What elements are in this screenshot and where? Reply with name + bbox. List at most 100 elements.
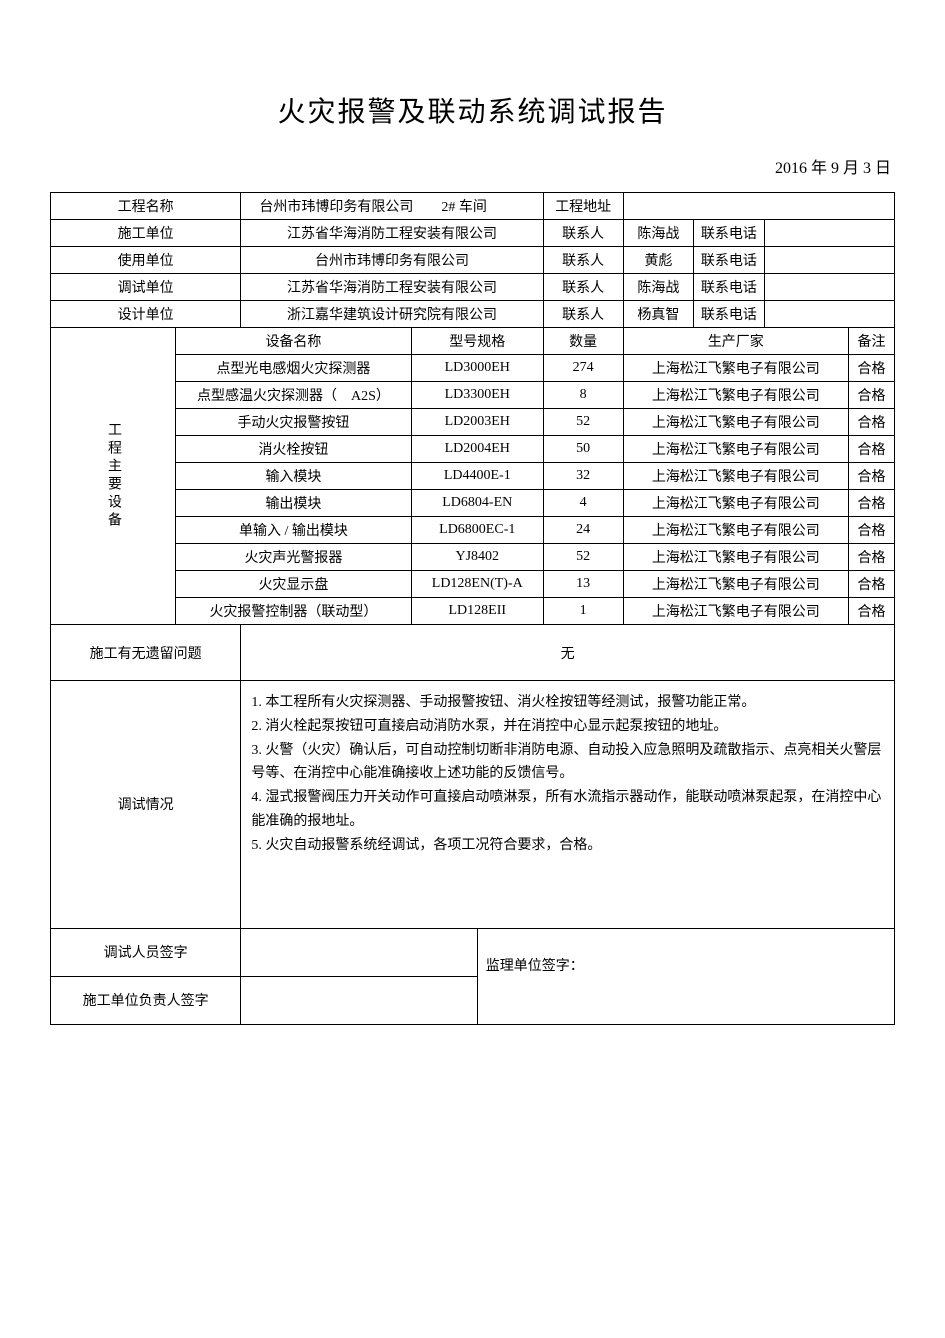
label-remaining: 施工有无遗留问题 <box>51 625 241 681</box>
device-model: LD3000EH <box>411 355 543 382</box>
device-note: 合格 <box>849 517 895 544</box>
device-qty: 52 <box>543 409 623 436</box>
device-mfr: 上海松江飞繁电子有限公司 <box>623 598 848 625</box>
val-construction-contact: 陈海战 <box>623 220 694 247</box>
device-model: YJ8402 <box>411 544 543 571</box>
label-sign-supervisor: 监理单位签字： <box>477 928 894 1024</box>
device-mfr: 上海松江飞繁电子有限公司 <box>623 544 848 571</box>
label-situation: 调试情况 <box>51 681 241 929</box>
device-row: 火灾显示盘 LD128EN(T)-A 13 上海松江飞繁电子有限公司 合格 <box>51 571 895 598</box>
device-mfr: 上海松江飞繁电子有限公司 <box>623 355 848 382</box>
device-name: 点型感温火灾探测器（ A2S） <box>176 382 412 409</box>
device-note: 合格 <box>849 463 895 490</box>
device-row: 点型感温火灾探测器（ A2S） LD3300EH 8 上海松江飞繁电子有限公司 … <box>51 382 895 409</box>
label-phone: 联系电话 <box>694 274 765 301</box>
device-note: 合格 <box>849 382 895 409</box>
col-qty: 数量 <box>543 328 623 355</box>
device-note: 合格 <box>849 544 895 571</box>
col-note: 备注 <box>849 328 895 355</box>
val-construction-unit: 江苏省华海消防工程安装有限公司 <box>241 220 543 247</box>
device-name: 火灾声光警报器 <box>176 544 412 571</box>
device-row: 输出模块 LD6804-EN 4 上海松江飞繁电子有限公司 合格 <box>51 490 895 517</box>
device-mfr: 上海松江飞繁电子有限公司 <box>623 409 848 436</box>
device-note: 合格 <box>849 436 895 463</box>
label-phone: 联系电话 <box>694 301 765 328</box>
device-note: 合格 <box>849 598 895 625</box>
row-debug-unit: 调试单位 江苏省华海消防工程安装有限公司 联系人 陈海战 联系电话 <box>51 274 895 301</box>
label-use-unit: 使用单位 <box>51 247 241 274</box>
device-row: 输入模块 LD4400E-1 32 上海松江飞繁电子有限公司 合格 <box>51 463 895 490</box>
val-design-phone <box>764 301 894 328</box>
device-mfr: 上海松江飞繁电子有限公司 <box>623 571 848 598</box>
device-qty: 32 <box>543 463 623 490</box>
device-mfr: 上海松江飞繁电子有限公司 <box>623 517 848 544</box>
device-name: 输出模块 <box>176 490 412 517</box>
report-date: 2016 年 9 月 3 日 <box>50 154 895 178</box>
row-remaining: 施工有无遗留问题 无 <box>51 625 895 681</box>
device-note: 合格 <box>849 571 895 598</box>
device-qty: 24 <box>543 517 623 544</box>
device-qty: 1 <box>543 598 623 625</box>
device-qty: 4 <box>543 490 623 517</box>
device-name: 消火栓按钮 <box>176 436 412 463</box>
val-project-name: 台州市玮博印务有限公司 2# 车间 <box>241 193 543 220</box>
label-sign-construction: 施工单位负责人签字 <box>51 976 241 1024</box>
val-use-unit: 台州市玮博印务有限公司 <box>241 247 543 274</box>
label-design-unit: 设计单位 <box>51 301 241 328</box>
device-qty: 13 <box>543 571 623 598</box>
report-table: 工程名称 台州市玮博印务有限公司 2# 车间 工程地址 施工单位 江苏省华海消防… <box>50 192 895 1025</box>
val-use-contact: 黄彪 <box>623 247 694 274</box>
device-model: LD6804-EN <box>411 490 543 517</box>
val-use-phone <box>764 247 894 274</box>
label-debug-unit: 调试单位 <box>51 274 241 301</box>
val-sign-debugger <box>241 928 477 976</box>
val-debug-unit: 江苏省华海消防工程安装有限公司 <box>241 274 543 301</box>
row-situation: 调试情况 1. 本工程所有火灾探测器、手动报警按钮、消火栓按钮等经测试，报警功能… <box>51 681 895 929</box>
label-equip-section: 工程主要设备 <box>51 328 176 625</box>
device-name: 点型光电感烟火灾探测器 <box>176 355 412 382</box>
report-title: 火灾报警及联动系统调试报告 <box>50 90 895 130</box>
device-qty: 274 <box>543 355 623 382</box>
device-row: 点型光电感烟火灾探测器 LD3000EH 274 上海松江飞繁电子有限公司 合格 <box>51 355 895 382</box>
device-name: 火灾报警控制器（联动型） <box>176 598 412 625</box>
label-contact: 联系人 <box>543 220 623 247</box>
device-row: 火灾声光警报器 YJ8402 52 上海松江飞繁电子有限公司 合格 <box>51 544 895 571</box>
device-model: LD4400E-1 <box>411 463 543 490</box>
device-note: 合格 <box>849 490 895 517</box>
col-model: 型号规格 <box>411 328 543 355</box>
device-model: LD6800EC-1 <box>411 517 543 544</box>
label-contact: 联系人 <box>543 247 623 274</box>
row-device-header: 工程主要设备 设备名称 型号规格 数量 生产厂家 备注 <box>51 328 895 355</box>
device-note: 合格 <box>849 355 895 382</box>
device-model: LD128EN(T)-A <box>411 571 543 598</box>
val-debug-contact: 陈海战 <box>623 274 694 301</box>
device-row: 单输入 / 输出模块 LD6800EC-1 24 上海松江飞繁电子有限公司 合格 <box>51 517 895 544</box>
col-mfr: 生产厂家 <box>623 328 848 355</box>
label-project-name: 工程名称 <box>51 193 241 220</box>
row-design-unit: 设计单位 浙江嘉华建筑设计研究院有限公司 联系人 杨真智 联系电话 <box>51 301 895 328</box>
label-contact: 联系人 <box>543 274 623 301</box>
device-model: LD2004EH <box>411 436 543 463</box>
device-model: LD128EII <box>411 598 543 625</box>
val-sign-construction <box>241 976 477 1024</box>
val-design-contact: 杨真智 <box>623 301 694 328</box>
val-situation: 1. 本工程所有火灾探测器、手动报警按钮、消火栓按钮等经测试，报警功能正常。2.… <box>241 681 895 929</box>
val-debug-phone <box>764 274 894 301</box>
device-qty: 50 <box>543 436 623 463</box>
device-qty: 52 <box>543 544 623 571</box>
row-project: 工程名称 台州市玮博印务有限公司 2# 车间 工程地址 <box>51 193 895 220</box>
device-name: 火灾显示盘 <box>176 571 412 598</box>
val-design-unit: 浙江嘉华建筑设计研究院有限公司 <box>241 301 543 328</box>
val-construction-phone <box>764 220 894 247</box>
device-note: 合格 <box>849 409 895 436</box>
label-phone: 联系电话 <box>694 220 765 247</box>
device-mfr: 上海松江飞繁电子有限公司 <box>623 382 848 409</box>
device-model: LD2003EH <box>411 409 543 436</box>
label-construction-unit: 施工单位 <box>51 220 241 247</box>
device-name: 手动火灾报警按钮 <box>176 409 412 436</box>
device-row: 手动火灾报警按钮 LD2003EH 52 上海松江飞繁电子有限公司 合格 <box>51 409 895 436</box>
device-mfr: 上海松江飞繁电子有限公司 <box>623 463 848 490</box>
device-mfr: 上海松江飞繁电子有限公司 <box>623 490 848 517</box>
device-name: 单输入 / 输出模块 <box>176 517 412 544</box>
val-project-addr <box>623 193 894 220</box>
